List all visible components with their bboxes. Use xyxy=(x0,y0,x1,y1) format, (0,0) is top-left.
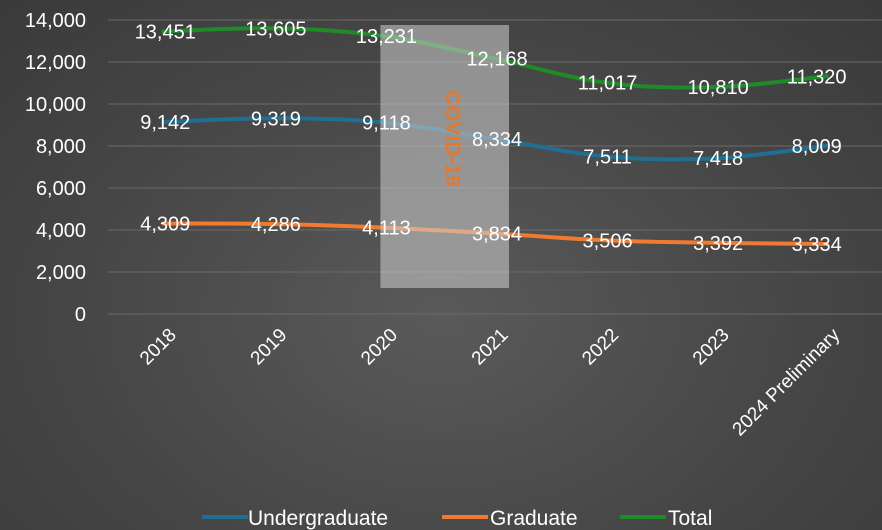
data-label-graduate: 4,286 xyxy=(251,214,301,236)
data-label-total: 11,320 xyxy=(787,66,847,88)
covid-annotation: COVID-19 xyxy=(441,90,464,187)
x-tick-label: 2019 xyxy=(247,325,292,370)
y-tick-label: 8,000 xyxy=(36,136,86,158)
x-tick-label: 2022 xyxy=(578,325,623,370)
y-tick-label: 12,000 xyxy=(25,52,86,74)
data-label-graduate: 3,334 xyxy=(792,234,842,256)
x-tick-label: 2021 xyxy=(468,325,513,370)
data-label-undergraduate: 9,118 xyxy=(362,113,411,135)
data-label-total: 12,168 xyxy=(466,48,527,70)
y-tick-label: 10,000 xyxy=(25,94,86,116)
data-label-total: 11,017 xyxy=(578,73,638,95)
data-label-undergraduate: 9,142 xyxy=(140,112,190,134)
data-label-total: 13,231 xyxy=(356,26,417,48)
y-tick-label: 2,000 xyxy=(36,262,86,284)
y-tick-label: 0 xyxy=(75,304,86,326)
data-label-graduate: 3,506 xyxy=(583,230,633,252)
data-labels: 9,142 9,319 9,118 8,334 7,511 7,418 8,009 4,309… xyxy=(135,18,847,256)
y-tick-label: 4,000 xyxy=(36,220,86,242)
data-label-graduate: 3,834 xyxy=(472,223,522,245)
data-label-graduate: 4,309 xyxy=(140,214,190,236)
data-label-graduate: 3,392 xyxy=(693,233,743,255)
legend-label-total: Total xyxy=(668,507,712,530)
data-label-total: 10,810 xyxy=(688,77,749,99)
x-tick-label: 2020 xyxy=(357,325,402,370)
legend-label-undergraduate: Undergraduate xyxy=(248,507,388,530)
data-label-undergraduate: 8,334 xyxy=(472,129,522,151)
data-label-graduate: 4,113 xyxy=(362,218,411,240)
legend: Undergraduate Graduate Total xyxy=(202,507,712,530)
legend-label-graduate: Graduate xyxy=(490,507,578,530)
x-tick-label: 2024 Preliminary xyxy=(729,324,845,440)
covid-band xyxy=(380,25,509,288)
covid-highlight: COVID-19 xyxy=(380,25,509,288)
data-label-total: 13,605 xyxy=(245,18,306,40)
data-label-undergraduate: 8,009 xyxy=(792,136,842,158)
y-tick-label: 6,000 xyxy=(36,178,86,200)
x-tick-label: 2023 xyxy=(689,325,734,370)
y-axis: 0 2,000 4,000 6,000 8,000 10,000 12,000 14,000 xyxy=(25,10,86,326)
data-label-undergraduate: 7,511 xyxy=(583,146,632,168)
x-tick-label: 2018 xyxy=(136,325,181,370)
data-label-total: 13,451 xyxy=(135,22,196,44)
y-tick-label: 14,000 xyxy=(25,10,86,32)
data-label-undergraduate: 9,319 xyxy=(251,108,301,130)
data-label-undergraduate: 7,418 xyxy=(693,148,743,170)
